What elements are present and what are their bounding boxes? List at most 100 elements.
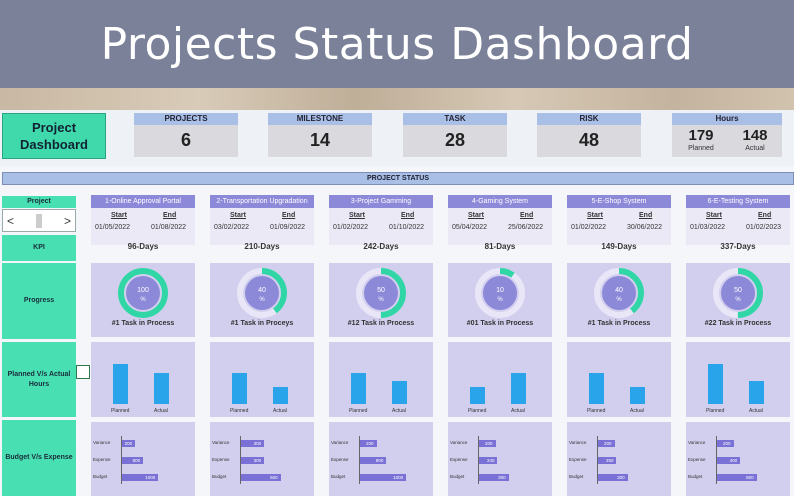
budget-row-bar: 500 xyxy=(241,474,281,481)
budget-row-bar: 200 xyxy=(360,440,377,447)
progress-center xyxy=(721,276,755,310)
project-name[interactable]: 3-Project Gamming xyxy=(329,195,433,208)
scroll-next-button[interactable]: > xyxy=(63,213,71,228)
project-name[interactable]: 6-E-Testing System xyxy=(686,195,790,208)
planned-label: Planned xyxy=(706,408,725,414)
start-date: 03/02/2022 xyxy=(214,224,250,231)
project-name[interactable]: 5-E-Shop System xyxy=(567,195,671,208)
progress-value: 10 xyxy=(496,287,504,294)
task-status: #1 Task in Process xyxy=(587,320,651,327)
start-date: 05/04/2022 xyxy=(452,224,488,231)
selected-cell-marker[interactable] xyxy=(76,365,90,379)
budget-row-bar: 300 xyxy=(241,457,265,464)
project-scrollbar[interactable]: < > xyxy=(2,209,76,232)
progress-arc xyxy=(118,268,168,318)
kpi-label: MILESTONE xyxy=(268,113,372,125)
kpi-label: RISK xyxy=(537,113,641,125)
budget-chart: Variance 200 Expense 240 Budget 300 xyxy=(448,422,552,496)
progress-ring: 50% xyxy=(356,268,406,318)
budget-row-bar: 800 xyxy=(360,457,387,464)
project-name[interactable]: 2-Transportation Upgradation xyxy=(210,195,314,208)
planned-bar xyxy=(470,387,485,404)
kpi-value: 242-Days xyxy=(363,242,399,251)
kpi-value: 48 xyxy=(578,130,600,150)
hours-planned: 179 Planned xyxy=(676,127,726,153)
end-date: 01/02/2023 xyxy=(746,224,782,231)
budget-row-label: Budget xyxy=(93,474,108,479)
progress-value: 40 xyxy=(615,287,623,294)
progress-percent-sign: % xyxy=(616,297,622,303)
progress-ring: 50% xyxy=(713,268,763,318)
actual-bar xyxy=(154,372,169,404)
kpi-value: 149-Days xyxy=(601,242,637,251)
actual-bar xyxy=(273,387,288,404)
planned-label: Planned xyxy=(111,408,130,414)
progress-percent-sign: % xyxy=(259,297,265,303)
project-dates: Start End 01/05/2022 01/08/2022 xyxy=(91,208,195,245)
budget-axis xyxy=(359,436,360,484)
progress-arc xyxy=(237,268,287,318)
budget-row-label: Expense xyxy=(569,457,587,462)
task-status: #1 Task in Proceys xyxy=(230,320,294,327)
budget-row-bar: 300 xyxy=(598,474,628,481)
scroll-prev-button[interactable]: < xyxy=(7,213,15,228)
progress-ring: 10% xyxy=(475,268,525,318)
scroll-thumb[interactable] xyxy=(36,213,42,228)
actual-bar xyxy=(392,380,407,404)
budget-row-label: Expense xyxy=(212,457,230,462)
budget-row-label: Budget xyxy=(688,474,703,479)
actual-label: Actual xyxy=(392,408,406,414)
start-date: 01/05/2022 xyxy=(95,224,131,231)
project-dates: Start End 01/02/2022 01/10/2022 xyxy=(329,208,433,245)
hours-chart: Planned Actual xyxy=(329,342,433,417)
progress-value: 50 xyxy=(377,287,385,294)
hours-chart: Planned Actual xyxy=(686,342,790,417)
start-label: Start xyxy=(230,212,246,219)
planned-bar xyxy=(708,364,723,404)
progress-arc xyxy=(475,268,525,318)
planned-bar xyxy=(351,372,366,404)
actual-bar xyxy=(511,372,526,404)
actual-label: Actual xyxy=(273,408,287,414)
progress-panel: 50% #22 Task in Process xyxy=(686,263,790,337)
progress-percent-sign: % xyxy=(378,297,384,303)
hours-planned-label: Planned xyxy=(688,145,714,152)
planned-label: Planned xyxy=(349,408,368,414)
kpi-value: 81-Days xyxy=(484,242,516,251)
project-status-header: PROJECT STATUS xyxy=(2,172,794,185)
progress-ring: 40% xyxy=(237,268,287,318)
hours-actual-value: 148 xyxy=(742,127,768,144)
project-dates: Start End 01/03/2022 01/02/2023 xyxy=(686,208,790,245)
budget-row-bar: 200 xyxy=(598,440,615,447)
end-label: End xyxy=(163,212,177,219)
budget-row-label: Expense xyxy=(688,457,706,462)
project-name[interactable]: 1-Online Approval Portal xyxy=(91,195,195,208)
start-label: Start xyxy=(349,212,365,219)
progress-panel: 50% #12 Task in Process xyxy=(329,263,433,337)
budget-row-bar: 200 xyxy=(717,440,734,447)
planned-label: Planned xyxy=(587,408,606,414)
hours-label: Hours xyxy=(672,113,782,125)
actual-label: Actual xyxy=(511,408,525,414)
progress-ring: 100% xyxy=(118,268,168,318)
end-date: 01/09/2022 xyxy=(270,224,306,231)
end-label: End xyxy=(401,212,415,219)
end-label: End xyxy=(282,212,296,219)
hours-actual: 148 Actual xyxy=(730,127,780,153)
kpi-label: PROJECTS xyxy=(134,113,238,125)
kpi-risk: RISK 48 xyxy=(537,113,641,157)
task-status: #1 Task in Process xyxy=(111,320,175,327)
project-dates: Start End 01/02/2022 30/06/2022 xyxy=(567,208,671,245)
budget-row-label: Variance xyxy=(569,440,587,445)
planned-bar xyxy=(113,364,128,404)
marble-banner xyxy=(0,88,794,110)
budget-row-label: Variance xyxy=(331,440,349,445)
start-date: 01/02/2022 xyxy=(571,224,607,231)
start-label: Start xyxy=(468,212,484,219)
progress-arc xyxy=(356,268,406,318)
row-label-kpi: KPI xyxy=(2,235,76,261)
kpi-value: 6 xyxy=(180,130,191,150)
project-column: 1-Online Approval Portal Start End 01/05/20… xyxy=(91,195,195,496)
project-name[interactable]: 4-Gaming System xyxy=(448,195,552,208)
end-label: End xyxy=(520,212,534,219)
